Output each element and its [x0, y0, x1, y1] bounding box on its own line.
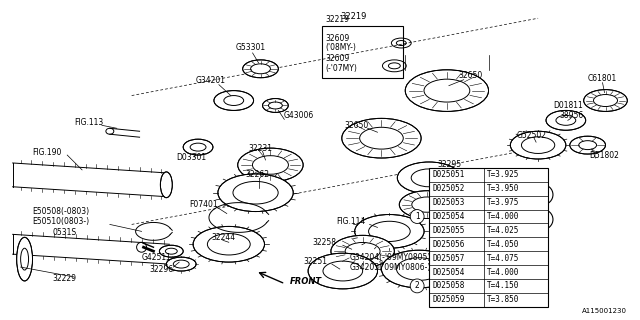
- Text: 1: 1: [415, 212, 420, 221]
- Ellipse shape: [546, 110, 586, 130]
- Text: 32219: 32219: [340, 12, 366, 21]
- Text: 0320S: 0320S: [455, 235, 479, 244]
- Text: C61801: C61801: [588, 74, 617, 83]
- Ellipse shape: [510, 131, 566, 159]
- Text: G53301: G53301: [236, 44, 266, 52]
- Text: 38956: 38956: [560, 111, 584, 120]
- Text: FIG.114: FIG.114: [434, 208, 463, 217]
- Text: (-'07MY): (-'07MY): [325, 64, 357, 73]
- Text: G34205('09MY0806-): G34205('09MY0806-): [349, 263, 431, 272]
- Ellipse shape: [399, 191, 455, 219]
- Text: ('08MY-): ('08MY-): [325, 44, 356, 52]
- Text: T=4.150: T=4.150: [486, 281, 519, 290]
- Text: 32650: 32650: [459, 71, 483, 80]
- Ellipse shape: [584, 90, 627, 111]
- Text: D025056: D025056: [432, 240, 465, 249]
- Text: D03301: D03301: [176, 153, 206, 162]
- Text: FIG.114: FIG.114: [336, 217, 365, 226]
- Text: T=4.000: T=4.000: [486, 212, 519, 221]
- Text: D01811: D01811: [553, 101, 582, 110]
- Ellipse shape: [381, 250, 457, 288]
- Text: T=4.050: T=4.050: [486, 240, 519, 249]
- Ellipse shape: [434, 229, 474, 249]
- Circle shape: [410, 210, 424, 223]
- Text: 2: 2: [540, 215, 546, 224]
- Ellipse shape: [397, 162, 461, 194]
- Text: T=3.975: T=3.975: [486, 198, 519, 207]
- Ellipse shape: [159, 245, 183, 257]
- Ellipse shape: [218, 174, 293, 212]
- Text: 0531S: 0531S: [52, 228, 76, 237]
- Ellipse shape: [214, 91, 253, 110]
- Text: FRONT: FRONT: [291, 277, 323, 286]
- Ellipse shape: [308, 253, 378, 289]
- Text: G34204(-'09MY0805): G34204(-'09MY0805): [349, 253, 431, 262]
- Text: G52502: G52502: [516, 131, 547, 140]
- Ellipse shape: [183, 139, 213, 155]
- Circle shape: [410, 279, 424, 293]
- Text: 32295: 32295: [437, 160, 461, 170]
- Text: FIG.113: FIG.113: [74, 118, 104, 127]
- Text: D025052: D025052: [432, 184, 465, 193]
- Text: 32609: 32609: [325, 34, 349, 43]
- Text: 32251: 32251: [303, 257, 327, 266]
- Text: T=4.000: T=4.000: [486, 268, 519, 276]
- Text: D025055: D025055: [432, 226, 465, 235]
- Text: T=3.925: T=3.925: [486, 170, 519, 180]
- Text: D025058: D025058: [432, 281, 465, 290]
- Text: G34201: G34201: [196, 76, 226, 85]
- Text: D51802: D51802: [589, 150, 620, 160]
- Text: 2: 2: [415, 281, 420, 290]
- Text: G43006: G43006: [284, 111, 314, 120]
- Ellipse shape: [405, 70, 488, 111]
- Text: E50510(0803-): E50510(0803-): [33, 217, 90, 226]
- Text: D025051: D025051: [432, 170, 465, 180]
- Text: T=3.850: T=3.850: [486, 295, 519, 304]
- Circle shape: [533, 185, 553, 204]
- Text: A20827: A20827: [461, 223, 490, 232]
- Ellipse shape: [193, 227, 264, 262]
- Text: D025054: D025054: [432, 212, 465, 221]
- Text: T=3.950: T=3.950: [486, 184, 519, 193]
- Text: C64201: C64201: [446, 187, 476, 196]
- Text: D54201: D54201: [441, 197, 471, 206]
- Text: E50508(-0803): E50508(-0803): [33, 207, 90, 216]
- Circle shape: [533, 210, 553, 229]
- Ellipse shape: [17, 237, 33, 281]
- Ellipse shape: [237, 148, 303, 182]
- Text: 32219: 32219: [325, 15, 349, 24]
- Ellipse shape: [570, 136, 605, 154]
- Text: 32609: 32609: [325, 54, 349, 63]
- Text: D025057: D025057: [432, 254, 465, 263]
- Text: 32258: 32258: [312, 238, 336, 247]
- Text: 32650: 32650: [345, 121, 369, 130]
- Text: D025053: D025053: [432, 198, 465, 207]
- Text: F07401: F07401: [189, 200, 218, 209]
- Text: D025054: D025054: [432, 268, 465, 276]
- Bar: [429, 168, 548, 307]
- Text: FIG.190: FIG.190: [33, 148, 62, 156]
- Ellipse shape: [243, 60, 278, 78]
- Text: A115001230: A115001230: [582, 308, 627, 314]
- Ellipse shape: [355, 214, 424, 248]
- Text: D025059: D025059: [432, 295, 465, 304]
- Bar: [322, 26, 403, 78]
- Text: T=4.075: T=4.075: [486, 254, 519, 263]
- Text: 32229: 32229: [52, 275, 76, 284]
- Ellipse shape: [166, 257, 196, 271]
- Text: 32244: 32244: [211, 233, 235, 242]
- Text: 32231: 32231: [248, 144, 273, 153]
- Text: T=4.025: T=4.025: [486, 226, 519, 235]
- Ellipse shape: [161, 172, 172, 198]
- Ellipse shape: [331, 235, 394, 267]
- Text: 32296: 32296: [150, 265, 173, 274]
- Text: G42511: G42511: [141, 253, 172, 262]
- Text: 1: 1: [540, 190, 546, 199]
- Text: 32262: 32262: [246, 170, 269, 180]
- Ellipse shape: [342, 118, 421, 158]
- Ellipse shape: [262, 99, 288, 112]
